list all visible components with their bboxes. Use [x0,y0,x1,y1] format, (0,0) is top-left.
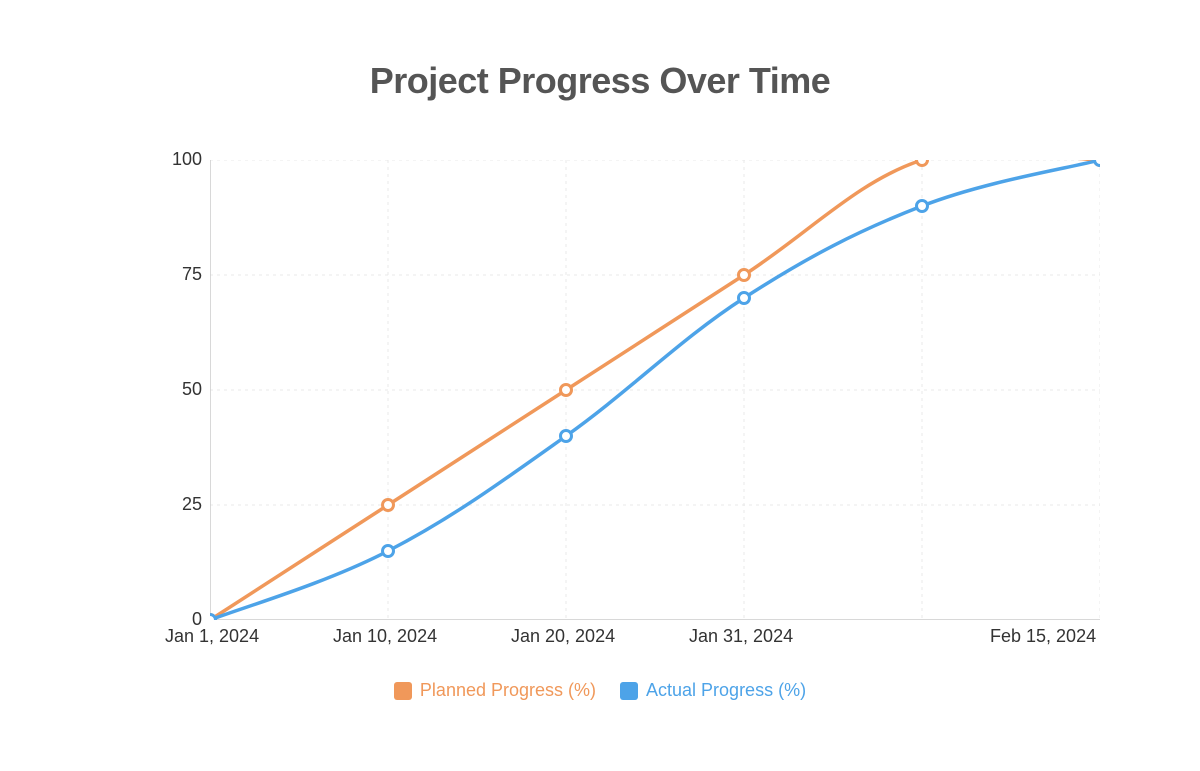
series-marker [210,615,216,621]
chart-container: Project Progress Over Time 0255075100Jan… [0,0,1200,771]
series-marker [383,500,394,511]
legend-item: Actual Progress (%) [620,680,806,701]
x-tick-label: Jan 31, 2024 [689,626,793,647]
legend-item: Planned Progress (%) [394,680,596,701]
y-tick-label: 75 [182,264,202,285]
x-tick-label: Feb 15, 2024 [990,626,1096,647]
series-marker [739,293,750,304]
series-marker [561,431,572,442]
x-tick-label: Jan 20, 2024 [511,626,615,647]
legend-label: Planned Progress (%) [420,680,596,701]
series-marker [561,385,572,396]
series-marker [383,546,394,557]
chart-plot [210,160,1100,620]
x-tick-label: Jan 1, 2024 [165,626,259,647]
x-tick-label: Jan 10, 2024 [333,626,437,647]
chart-legend: Planned Progress (%) Actual Progress (%) [0,680,1200,705]
legend-label: Actual Progress (%) [646,680,806,701]
series-marker [739,270,750,281]
legend-swatch [620,682,638,700]
series-marker [917,201,928,212]
y-tick-label: 50 [182,379,202,400]
legend-swatch [394,682,412,700]
series-marker [917,160,928,166]
y-tick-label: 100 [172,149,202,170]
y-tick-label: 25 [182,494,202,515]
series-marker [1095,160,1101,166]
chart-title: Project Progress Over Time [0,60,1200,102]
